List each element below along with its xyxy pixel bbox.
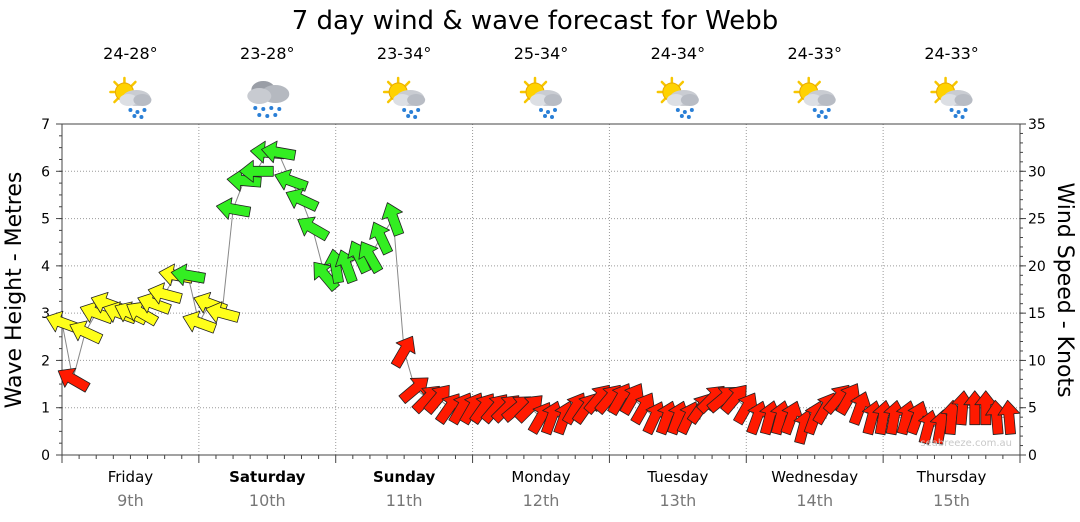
day-date-label: 12th: [523, 491, 560, 510]
right-tick-label: 10: [1028, 353, 1046, 369]
day-temperature-range: 23-34°: [377, 44, 432, 63]
wind-arrows: [45, 140, 1021, 445]
wind-arrow: [285, 188, 320, 212]
left-tick-label: 5: [41, 212, 50, 228]
gridlines: [61, 124, 1021, 463]
day-temperature-range: 24-33°: [787, 44, 842, 63]
left-axis-title: Wave Height - Metres: [2, 172, 27, 409]
day-name-label: Monday: [511, 468, 570, 486]
day-name-label: Friday: [108, 468, 154, 486]
left-tick-label: 6: [41, 164, 50, 180]
wind-arrow: [274, 168, 309, 192]
right-tick-label: 15: [1028, 306, 1046, 322]
left-tick-label: 4: [41, 259, 50, 275]
right-tick-label: 30: [1028, 164, 1046, 180]
day-temperature-range: 24-33°: [924, 44, 979, 63]
partly-sunny-showers-icon: [930, 76, 974, 121]
left-tick-label: 7: [41, 117, 50, 133]
left-tick-label: 3: [41, 306, 50, 322]
wind-arrow: [997, 399, 1021, 435]
day-temperature-range: 24-28°: [103, 44, 158, 63]
wind-trend-line: [61, 151, 1010, 428]
day-temperature-range: 25-34°: [514, 44, 569, 63]
day-name-label: Tuesday: [646, 468, 708, 486]
left-tick-label: 0: [41, 448, 50, 464]
left-tick-label: 2: [41, 353, 50, 369]
day-name-label: Sunday: [373, 468, 436, 486]
wind-arrow: [261, 140, 297, 164]
day-date-label: 15th: [933, 491, 970, 510]
wind-arrow: [238, 159, 274, 183]
wind-arrow: [147, 282, 183, 305]
right-tick-label: 35: [1028, 117, 1046, 133]
left-tick-label: 1: [41, 401, 50, 417]
watermark: seabreeze.com.au: [920, 438, 1012, 449]
wind-arrow: [297, 216, 331, 242]
day-date-label: 11th: [386, 491, 423, 510]
left-axis-ticks: 0 1 2 3 4 5 6 7: [41, 117, 62, 464]
partly-sunny-showers-icon: [382, 76, 427, 121]
wind-arrow: [381, 202, 405, 237]
right-tick-label: 0: [1028, 448, 1037, 464]
right-tick-label: 5: [1028, 401, 1037, 417]
wind-arrow: [205, 301, 241, 324]
day-name-label: Thursday: [916, 468, 987, 486]
partly-sunny-showers-icon: [109, 76, 153, 121]
wind-arrow: [369, 221, 394, 256]
right-axis-title: Wind Speed - Knots: [1052, 182, 1077, 397]
day-date-label: 14th: [796, 491, 833, 510]
partly-sunny-showers-icon: [793, 76, 837, 121]
right-tick-label: 20: [1028, 259, 1046, 275]
daily-forecast-row: 24-28° 23-28° 23-34° 25-34° 24-34° 24-33° 24-3…: [103, 44, 979, 121]
wind-arrow: [57, 367, 91, 393]
partly-sunny-showers-icon: [656, 76, 701, 121]
right-axis-ticks: 0 5 10 15 20 25 30 35: [1020, 117, 1046, 464]
chart-title: 7 day wind & wave forecast for Webb: [292, 6, 779, 36]
wind-arrow: [170, 263, 206, 287]
day-name-label: Saturday: [229, 468, 306, 486]
wind-arrow: [69, 320, 104, 345]
day-name-label: Wednesday: [771, 468, 858, 486]
right-tick-label: 25: [1028, 212, 1046, 228]
wind-arrow: [182, 310, 217, 334]
wind-arrow: [390, 335, 416, 369]
day-date-label: 10th: [249, 491, 286, 510]
wind-arrow: [358, 241, 384, 275]
rain-cloud-icon: [247, 81, 290, 118]
day-temperature-range: 23-28°: [240, 44, 295, 63]
day-date-label: 9th: [117, 491, 144, 510]
day-date-label: 13th: [659, 491, 696, 510]
day-labels: Friday 9th Saturday 10th Sunday 11th Monday 12t…: [108, 468, 987, 510]
day-temperature-range: 24-34°: [651, 44, 706, 63]
partly-sunny-showers-icon: [519, 76, 564, 121]
wind-arrow: [215, 197, 252, 220]
